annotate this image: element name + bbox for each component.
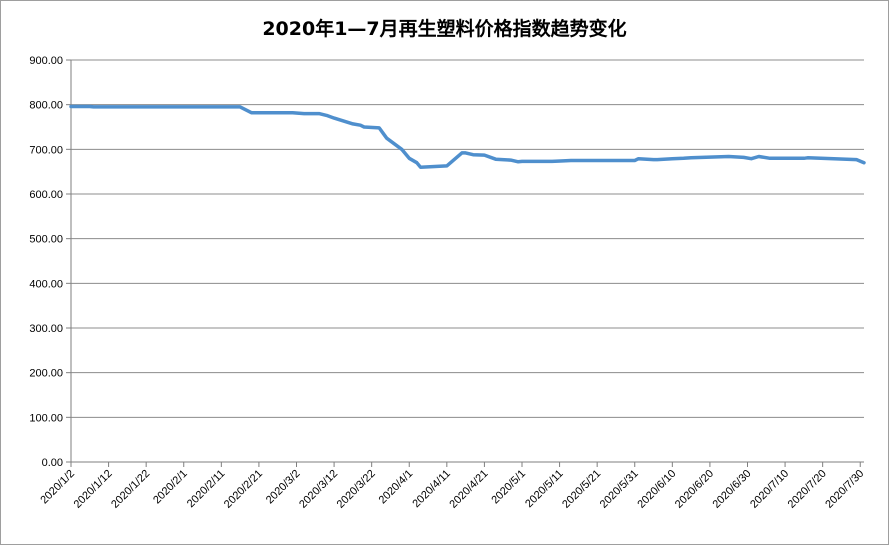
x-tick-label: 2020/1/2 — [38, 468, 77, 507]
x-tick-label: 2020/2/1 — [151, 468, 190, 507]
x-tick-label: 2020/6/20 — [673, 468, 716, 511]
x-tick-label: 2020/5/1 — [489, 468, 528, 507]
x-tick-label: 2020/4/21 — [447, 468, 490, 511]
y-tick-label: 100.00 — [29, 412, 63, 424]
y-tick-label: 400.00 — [29, 278, 63, 290]
x-tick-label: 2020/6/10 — [635, 468, 678, 511]
y-axis-ticks: 0.00 100.00 200.00 300.00 400.00 500.00 600.00… — [29, 55, 71, 469]
y-tick-label: 800.00 — [29, 100, 63, 112]
x-tick-label: 2020/7/30 — [823, 468, 866, 511]
x-tick-label: 2020/5/11 — [523, 468, 566, 511]
gridlines — [71, 59, 864, 418]
x-tick-label: 2020/3/22 — [335, 468, 378, 511]
x-tick-label: 2020/2/11 — [185, 468, 228, 511]
y-tick-label: 900.00 — [29, 55, 63, 67]
x-tick-label: 2020/3/12 — [297, 468, 340, 511]
x-tick-label: 2020/3/2 — [264, 468, 303, 507]
y-tick-label: 500.00 — [29, 234, 63, 246]
x-tick-label: 2020/6/30 — [711, 468, 754, 511]
series-line-0 — [69, 104, 866, 169]
y-tick-label: 0.00 — [42, 457, 63, 469]
x-tick-label: 2020/4/1 — [377, 468, 416, 507]
x-tick-label: 2020/1/22 — [109, 468, 152, 511]
x-tick-label: 2020/5/31 — [598, 468, 641, 511]
x-tick-label: 2020/7/20 — [786, 468, 829, 511]
x-tick-label: 2020/4/11 — [410, 468, 453, 511]
y-tick-label: 600.00 — [29, 189, 63, 201]
x-tick-label: 2020/5/21 — [560, 468, 603, 511]
x-tick-label: 2020/7/10 — [748, 468, 791, 511]
y-tick-label: 200.00 — [29, 368, 63, 380]
x-tick-label: 2020/1/12 — [72, 468, 115, 511]
series-layer — [69, 104, 866, 169]
y-tick-label: 700.00 — [29, 144, 63, 156]
chart-title: 2020年1—7月再生塑料价格指数趋势变化 — [262, 18, 627, 40]
x-axis: 2020/1/22020/1/122020/1/222020/2/12020/2… — [38, 60, 866, 511]
y-tick-label: 300.00 — [29, 323, 63, 335]
x-tick-label: 2020/2/21 — [222, 468, 265, 511]
